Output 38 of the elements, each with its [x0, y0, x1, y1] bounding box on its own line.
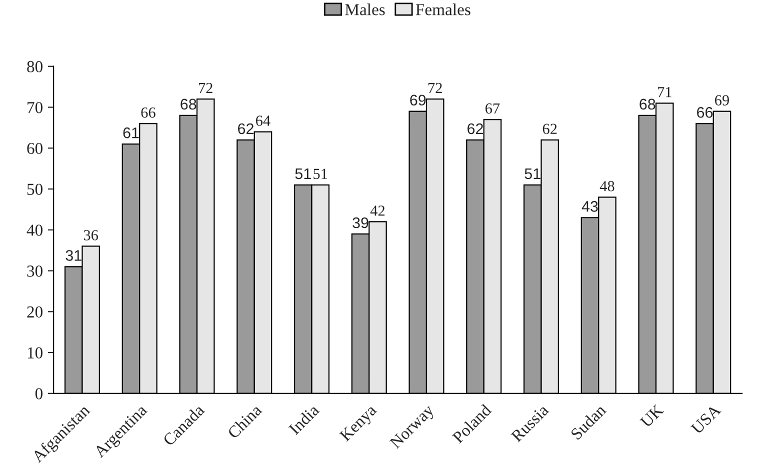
data-label: 31 [66, 250, 82, 261]
data-label: 72 [198, 82, 212, 94]
data-label: 51 [524, 168, 540, 180]
data-label: 36 [84, 230, 98, 240]
data-label: 61 [123, 127, 139, 138]
data-label: 69 [714, 95, 729, 106]
y-tick-label: 40 [26, 224, 42, 236]
y-tick-label: 0 [35, 388, 42, 400]
legend-label: Males [345, 4, 385, 16]
x-tick-label: UK [640, 404, 664, 428]
y-tick-label: 20 [27, 306, 42, 318]
data-label: 66 [141, 107, 156, 118]
data-label: 67 [485, 103, 500, 114]
y-tick-label: 30 [27, 265, 42, 277]
x-tick-label: India [288, 403, 320, 436]
legend-label: Females [416, 4, 470, 16]
data-label: 69 [410, 94, 426, 106]
y-tick-label: 10 [28, 347, 42, 358]
data-label: 48 [600, 180, 614, 192]
y-tick-label: 70 [28, 102, 42, 114]
data-label: 62 [238, 123, 254, 134]
data-label: 62 [468, 123, 483, 134]
data-label: 68 [640, 98, 656, 110]
data-label: 51 [295, 168, 311, 180]
data-label: 72 [428, 82, 442, 94]
y-tick-label: 60 [27, 142, 42, 154]
data-label: 43 [582, 201, 598, 212]
data-label: 39 [352, 217, 368, 228]
y-tick-label: 50 [27, 184, 42, 195]
data-label: 51 [314, 168, 328, 180]
y-tick-label: 80 [27, 61, 42, 72]
data-label: 64 [256, 116, 270, 126]
data-label: 68 [180, 98, 196, 110]
data-label: 66 [697, 106, 713, 118]
x-tick-label: USA [690, 404, 722, 435]
data-label: 62 [542, 124, 557, 134]
data-label: 71 [658, 87, 672, 98]
data-label: 42 [370, 206, 385, 216]
